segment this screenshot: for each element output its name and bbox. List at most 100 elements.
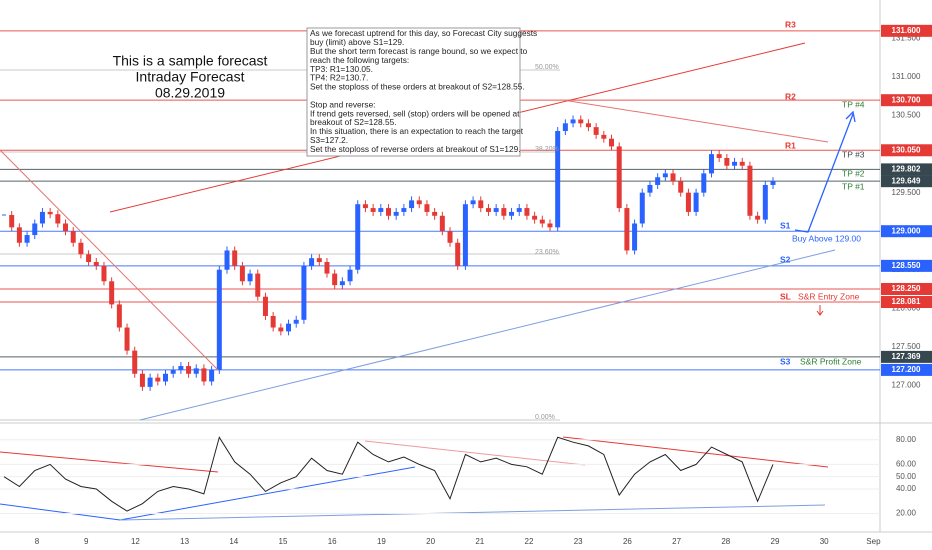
- candle-body: [247, 273, 253, 282]
- x-tick-label: 29: [771, 537, 780, 546]
- candle-body: [662, 173, 668, 178]
- candle-body: [770, 181, 776, 185]
- candle-body: [455, 242, 461, 266]
- candle-body: [755, 215, 761, 220]
- annotations: R3 R2 R1 S1 S2 SL S3 TP #4 TP #3 TP #2 TP #1 Buy Ab…: [535, 19, 865, 421]
- candle-body: [616, 146, 622, 209]
- candle-body: [555, 131, 561, 228]
- rsi-tick-label: 50.00: [896, 472, 917, 481]
- y-tick-label: 127.500: [892, 342, 921, 351]
- candle-body: [186, 366, 192, 374]
- title-line: 08.29.2019: [155, 85, 225, 101]
- annotation: 50.00%: [535, 64, 559, 71]
- level-box: [881, 282, 932, 295]
- candle-body: [301, 265, 307, 320]
- candle-body: [55, 214, 61, 224]
- annotation: TP #3: [842, 149, 865, 159]
- note-line: TP3: R1=130.05.: [310, 64, 373, 74]
- x-tick-label: Sep: [866, 537, 881, 546]
- x-tick-label: 15: [279, 537, 288, 546]
- note-line: In this situation, there is an expectati…: [310, 126, 524, 136]
- annotation: 0.00%: [535, 414, 555, 421]
- note: As we forecast uptrend for this day, so …: [310, 28, 537, 154]
- note-line: Set the stoploss of these orders at brea…: [310, 82, 525, 92]
- note-line: If trend gets reversed, sell (stop) orde…: [310, 108, 520, 118]
- candle-body: [101, 265, 107, 282]
- candle-body: [462, 204, 468, 266]
- candle-body: [86, 254, 92, 263]
- level-box: [881, 350, 932, 363]
- candle-body: [286, 323, 292, 332]
- candle-body: [370, 208, 376, 212]
- x-tick-label: 19: [377, 537, 386, 546]
- candle-body: [93, 262, 99, 266]
- candle-body: [262, 296, 268, 316]
- level-box: [881, 175, 932, 188]
- y-tick-label: 130.500: [892, 111, 921, 120]
- candle-body: [324, 262, 330, 274]
- candle-body: [232, 250, 238, 266]
- candle-body: [562, 123, 568, 132]
- note-line: As we forecast uptrend for this day, so …: [310, 28, 537, 38]
- candle-body: [708, 154, 714, 174]
- level-label: 129.802: [892, 164, 921, 173]
- annotation: R1: [785, 140, 796, 150]
- candle-body: [639, 192, 645, 224]
- x-tick-label: 22: [525, 537, 534, 546]
- level-label: 128.550: [892, 261, 921, 270]
- candle-body: [339, 281, 345, 286]
- candle-body: [378, 208, 384, 212]
- annotation: TP #4: [842, 99, 865, 109]
- candle-body: [401, 208, 407, 212]
- candle-body: [216, 269, 222, 370]
- rsi-line: [3, 436, 774, 512]
- candle-body: [516, 208, 522, 212]
- annotation: Buy Above 129.00: [792, 233, 861, 243]
- title-line: Intraday Forecast: [136, 69, 245, 85]
- candle-body: [624, 208, 630, 251]
- level-box: [881, 363, 932, 376]
- trendlines: [0, 42, 856, 521]
- candle-body: [585, 123, 591, 128]
- annotation: R3: [785, 19, 796, 29]
- rsi-trendline: [0, 451, 219, 473]
- rsi-trendline: [119, 466, 416, 521]
- annotation: 23.60%: [535, 249, 559, 256]
- level-label: 129.000: [892, 226, 921, 235]
- level-box: [881, 144, 932, 157]
- rsi-tick-label: 40.00: [896, 484, 917, 493]
- y-tick-label: 129.500: [892, 188, 921, 197]
- candle-body: [32, 223, 38, 236]
- rsi-trendline: [562, 436, 829, 468]
- note-line: TP4: R2=130.7.: [310, 73, 368, 83]
- candle-body: [209, 369, 215, 382]
- annotation: S1: [780, 220, 791, 230]
- annotation: R2: [785, 91, 796, 101]
- candle-body: [655, 177, 661, 185]
- candle-body: [478, 200, 484, 209]
- candle-body: [685, 192, 691, 212]
- candle-body: [24, 235, 30, 243]
- forecast-arrow: [794, 113, 854, 233]
- candle-body: [678, 181, 684, 193]
- candle-body: [716, 154, 722, 158]
- candle-body: [409, 200, 415, 209]
- x-tick-label: 27: [672, 537, 681, 546]
- candle-body: [355, 204, 361, 270]
- x-tick-label: 8: [35, 537, 40, 546]
- x-tick-label: 9: [84, 537, 89, 546]
- candle-body: [239, 265, 245, 282]
- candle-body: [201, 368, 207, 382]
- note-line: But the short term forecast is range bou…: [310, 46, 528, 56]
- candle-body: [309, 258, 315, 266]
- candle-body: [432, 211, 438, 216]
- note-line: breakout of S2=128.55.: [310, 117, 397, 127]
- candles: [2, 115, 776, 391]
- rsi-trendline: [119, 504, 826, 521]
- level-label: 130.050: [892, 145, 921, 154]
- candle-body: [147, 377, 153, 387]
- candle-body: [601, 134, 607, 139]
- candle-body: [47, 211, 53, 215]
